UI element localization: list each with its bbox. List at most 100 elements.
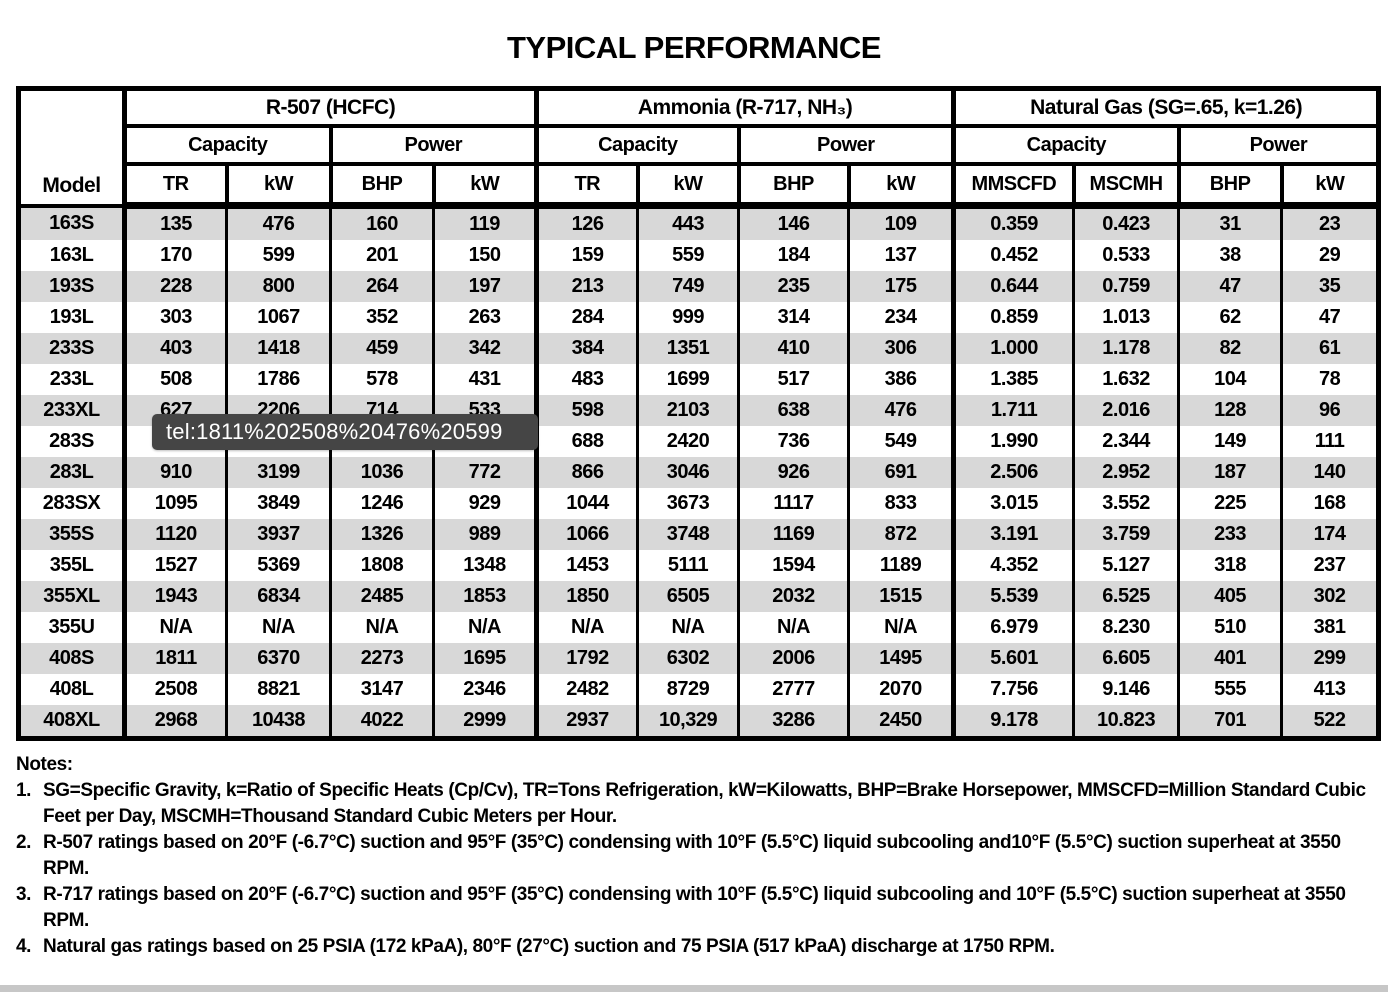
data-cell: 0.423 (1072, 205, 1179, 240)
data-cell: 381 (1280, 612, 1379, 643)
data-cell: 318 (1177, 550, 1282, 581)
data-cell: 96 (1280, 395, 1379, 426)
data-cell: 38 (1177, 240, 1282, 271)
page-bottom-edge (0, 985, 1388, 992)
model-cell: 355XL (18, 581, 127, 612)
data-cell: 5369 (225, 550, 331, 581)
data-cell: 1.013 (1072, 302, 1179, 333)
data-cell: 140 (1280, 457, 1379, 488)
subheader-capacity: Capacity (122, 124, 333, 166)
data-cell: 7.756 (951, 674, 1074, 705)
model-cell: 233S (18, 333, 127, 364)
data-cell: 146 (737, 205, 849, 240)
data-cell: 6.525 (1072, 581, 1179, 612)
data-cell: 386 (847, 364, 954, 395)
data-cell: 1.385 (951, 364, 1074, 395)
data-cell: 228 (122, 271, 227, 302)
data-cell: 2508 (122, 674, 227, 705)
data-cell: 1943 (122, 581, 227, 612)
data-cell: 384 (534, 333, 638, 364)
group-header-r507: R-507 (HCFC) (121, 86, 539, 128)
data-cell: N/A (847, 612, 954, 643)
data-cell: 3.552 (1072, 488, 1179, 519)
data-cell: 410 (737, 333, 849, 364)
data-cell: 8.230 (1072, 612, 1179, 643)
model-cell: 283S (18, 426, 127, 457)
typical-performance-table: Model R-507 (HCFC) Ammonia (R-717, NH₃) … (16, 86, 1382, 741)
data-cell: 5.539 (951, 581, 1074, 612)
data-cell: 2450 (847, 705, 954, 739)
data-cell: 6834 (225, 581, 331, 612)
data-cell: 555 (1177, 674, 1282, 705)
table-row: 163L 170 599 201 150 159 559 184 137 0.452 0.533 38… (18, 240, 1379, 271)
data-cell: 342 (431, 333, 537, 364)
data-cell: 749 (636, 271, 739, 302)
data-cell: N/A (431, 612, 537, 643)
unit-header: BHP (1176, 162, 1284, 209)
data-cell: 1495 (847, 643, 954, 674)
table-row: 355L 1527 5369 1808 1348 1453 5111 1594 1189 4.35… (18, 550, 1379, 581)
data-cell: 284 (534, 302, 638, 333)
subheader-capacity: Capacity (951, 124, 1181, 166)
data-cell: 10,329 (636, 705, 739, 739)
data-cell: 0.859 (951, 302, 1074, 333)
data-cell: 1418 (225, 333, 331, 364)
data-cell: 1066 (534, 519, 638, 550)
data-cell: 168 (1280, 488, 1379, 519)
group-header-natural-gas: Natural Gas (SG=.65, k=1.26) (951, 86, 1381, 128)
group-header-ammonia: Ammonia (R-717, NH₃) (534, 86, 956, 128)
data-cell: N/A (636, 612, 739, 643)
data-cell: 263 (431, 302, 537, 333)
data-cell: 1.990 (951, 426, 1074, 457)
data-cell: 1246 (329, 488, 434, 519)
data-cell: 403 (122, 333, 227, 364)
model-cell: 163L (18, 240, 127, 271)
data-cell: 3.191 (951, 519, 1074, 550)
data-cell: 1453 (534, 550, 638, 581)
data-cell: 6302 (636, 643, 739, 674)
note-item: 3. R-717 ratings based on 20°F (-6.7°C) … (16, 882, 1376, 934)
data-cell: 459 (329, 333, 434, 364)
data-cell: 10.823 (1072, 705, 1179, 739)
table-row: 355XL 1943 6834 2485 1853 1850 6505 2032 1515 5.5… (18, 581, 1379, 612)
note-item: 4. Natural gas ratings based on 25 PSIA … (16, 934, 1376, 960)
data-cell: 35 (1280, 271, 1379, 302)
note-text: SG=Specific Gravity, k=Ratio of Specific… (43, 780, 1366, 827)
data-cell: 1095 (122, 488, 227, 519)
performance-table-area: Model R-507 (HCFC) Ammonia (R-717, NH₃) … (16, 86, 1382, 741)
subheader-power: Power (736, 124, 956, 166)
data-cell: 314 (737, 302, 849, 333)
data-cell: 999 (636, 302, 739, 333)
data-cell: 736 (737, 426, 849, 457)
data-cell: 866 (534, 457, 638, 488)
data-cell: 234 (847, 302, 954, 333)
data-cell: 413 (1280, 674, 1379, 705)
table-row: 355U N/A N/A N/A N/A N/A N/A N/A N/A 6.979 8.230 51… (18, 612, 1379, 643)
data-cell: 2103 (636, 395, 739, 426)
data-cell: 1067 (225, 302, 331, 333)
data-cell: 688 (534, 426, 638, 457)
data-cell: 0.359 (951, 205, 1074, 240)
data-cell: 559 (636, 240, 739, 271)
data-cell: 1189 (847, 550, 954, 581)
data-cell: 302 (1280, 581, 1379, 612)
data-cell: 149 (1177, 426, 1282, 457)
data-cell: 306 (847, 333, 954, 364)
note-number: 2. (16, 832, 32, 853)
data-cell: 1.711 (951, 395, 1074, 426)
data-cell: 237 (1280, 550, 1379, 581)
unit-header: kW (635, 162, 741, 209)
data-cell: 2.506 (951, 457, 1074, 488)
data-cell: N/A (329, 612, 434, 643)
data-cell: 1036 (329, 457, 434, 488)
unit-header: kW (1279, 162, 1381, 209)
note-item: 1. SG=Specific Gravity, k=Ratio of Speci… (16, 778, 1376, 830)
data-cell: 3849 (225, 488, 331, 519)
data-cell: 0.533 (1072, 240, 1179, 271)
data-cell: 2937 (534, 705, 638, 739)
model-column-header: Model (16, 86, 127, 208)
subheader-capacity: Capacity (534, 124, 741, 166)
data-cell: 160 (329, 205, 434, 240)
data-cell: 104 (1177, 364, 1282, 395)
data-cell: 2485 (329, 581, 434, 612)
